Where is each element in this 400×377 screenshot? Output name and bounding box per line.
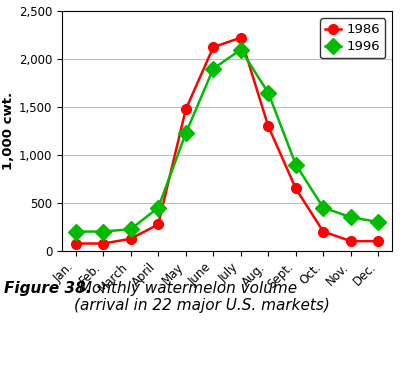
1986 [156,222,161,227]
Legend: 1986, 1996: 1986, 1996 [320,18,386,58]
1996 [266,90,271,95]
1996 [156,205,161,210]
1986 [128,236,133,241]
Text: Monthly watermelon volume
(arrival in 22 major U.S. markets): Monthly watermelon volume (arrival in 22… [74,281,330,313]
1996 [376,220,381,224]
1986 [348,239,353,244]
1996 [321,205,326,210]
1986 [293,186,298,191]
1996 [293,162,298,167]
1996 [211,66,216,71]
1996 [238,48,243,52]
1986 [101,241,106,246]
Line: 1996: 1996 [70,44,384,237]
1996 [101,229,106,234]
1996 [183,131,188,136]
1986 [321,229,326,234]
1986 [183,107,188,112]
1996 [348,215,353,219]
1996 [73,229,78,234]
1986 [266,124,271,129]
1986 [73,241,78,246]
1996 [128,227,133,231]
Line: 1986: 1986 [71,33,383,248]
1986 [376,239,381,244]
Y-axis label: 1,000 cwt.: 1,000 cwt. [2,92,15,170]
1986 [238,35,243,40]
Text: Figure 38.: Figure 38. [4,281,92,296]
1986 [211,45,216,49]
